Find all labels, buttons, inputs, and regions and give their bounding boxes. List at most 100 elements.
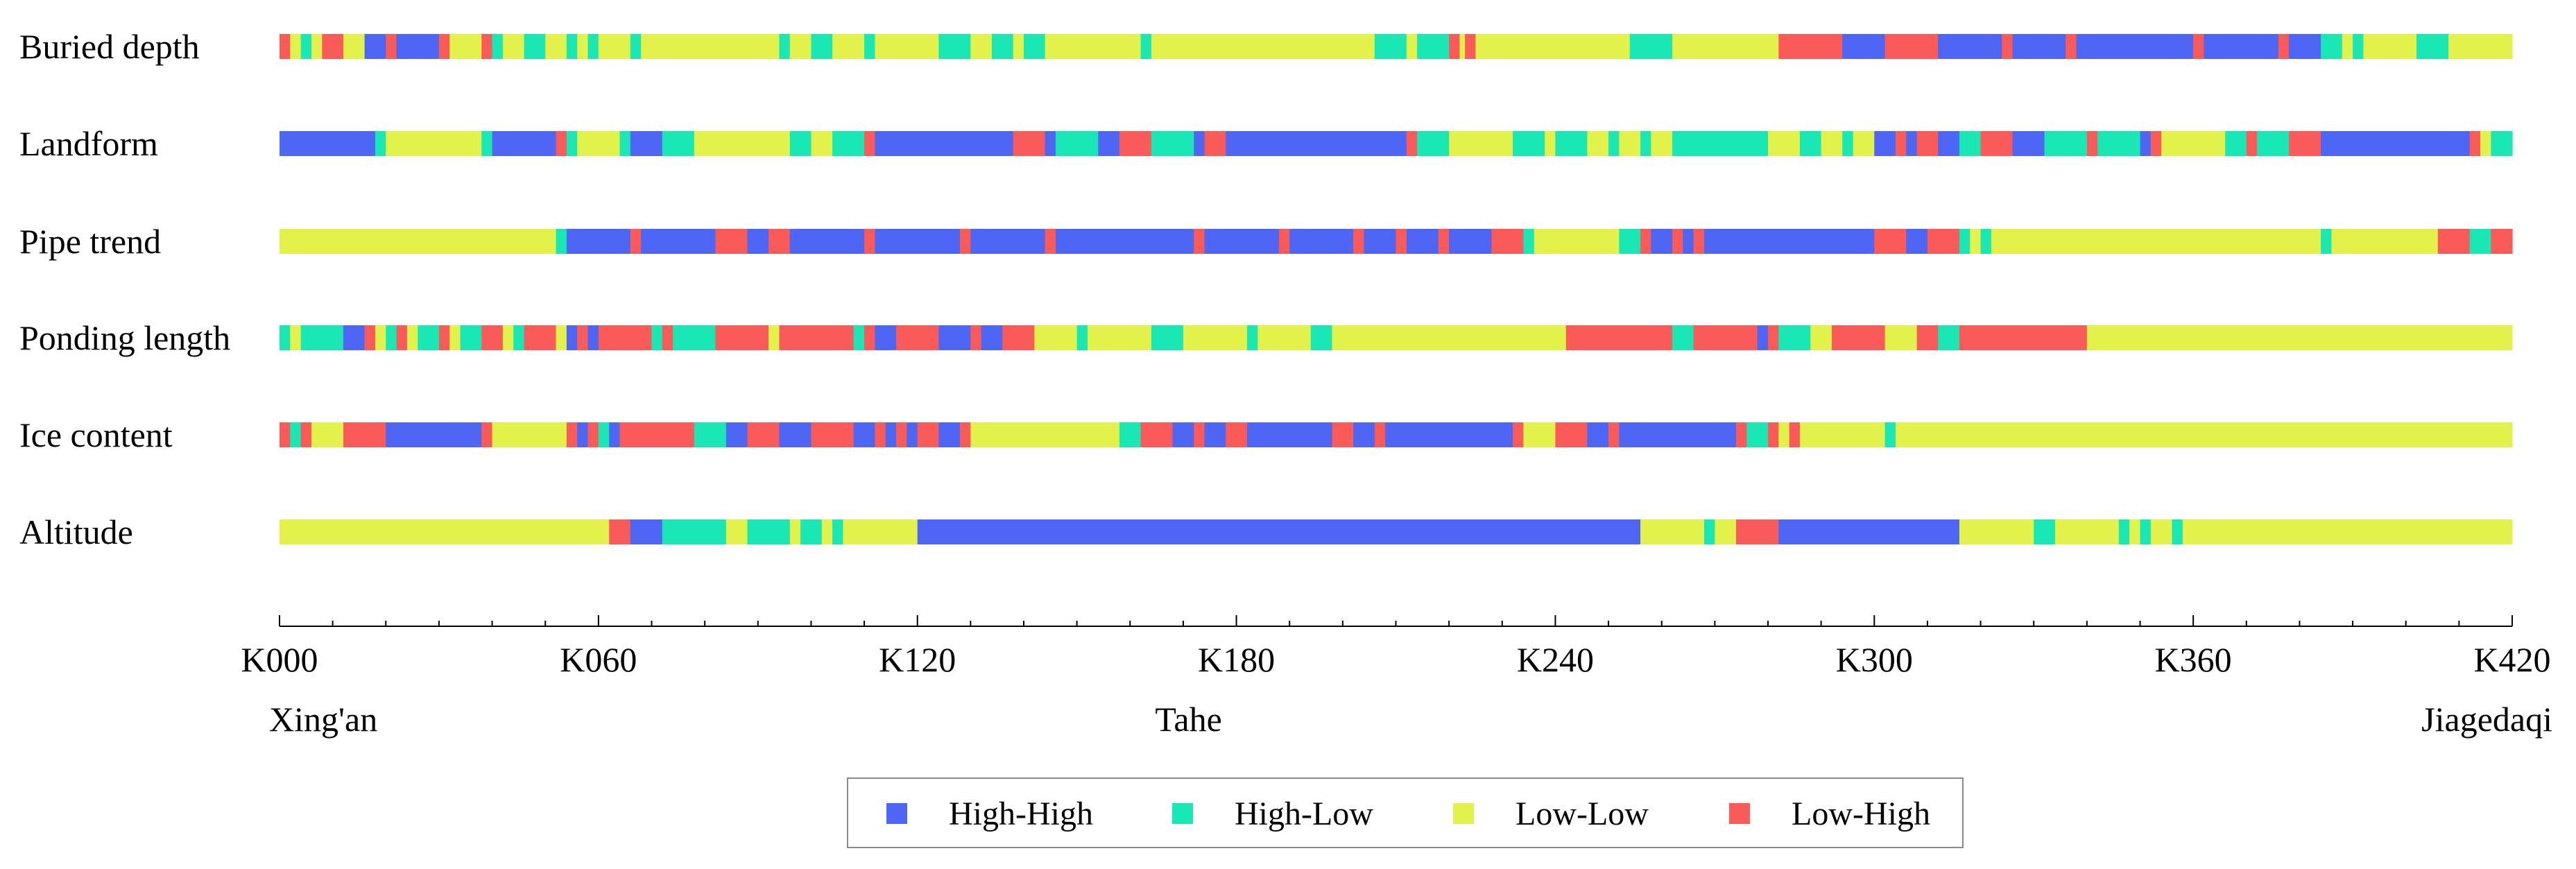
segment-low-high [343, 422, 386, 447]
segment-high-low [2416, 34, 2449, 59]
segment-low-low [386, 131, 482, 156]
segment-low-high [907, 325, 939, 350]
segment-low-low [970, 422, 1120, 447]
segment-low-low [2182, 519, 2513, 544]
segment-low-low [1475, 34, 1631, 59]
row-pipe-trend: Pipe trend [19, 222, 2513, 261]
segment-low-low [1545, 131, 1556, 156]
segment-high-high [1587, 422, 1609, 447]
segment-high-low [386, 325, 397, 350]
segment-low-high [1194, 422, 1205, 447]
segment-high-low [1513, 131, 1545, 156]
segment-low-high [280, 422, 291, 447]
segment-high-low [673, 325, 716, 350]
segment-low-low [1619, 131, 1641, 156]
segment-high-high [386, 422, 482, 447]
segment-high-low [1629, 34, 1673, 59]
segment-low-low [290, 325, 302, 350]
segment-low-high [1204, 131, 1226, 156]
legend-frame [847, 777, 1964, 848]
segment-low-low [1959, 519, 2034, 544]
segment-high-high [2140, 131, 2152, 156]
segment-high-high [938, 422, 961, 447]
segment-low-high [1140, 422, 1174, 447]
segment-high-low [630, 34, 642, 59]
segment-high-high [875, 325, 897, 350]
segment-low-low [821, 519, 833, 544]
segment-low-low [1778, 422, 1790, 447]
segment-high-low [747, 519, 791, 544]
row-label: Ice content [19, 415, 173, 454]
segment-high-low [2097, 131, 2141, 156]
segment-high-low [853, 325, 865, 350]
segment-high-high [1194, 131, 1205, 156]
segment-low-high [1465, 34, 1477, 59]
segment-high-low [832, 131, 865, 156]
segment-high-high [2012, 131, 2045, 156]
segment-low-high [1002, 325, 1035, 350]
segment-high-high [1704, 229, 1875, 254]
segment-high-low [662, 131, 695, 156]
row-label: Ponding length [19, 318, 230, 357]
segment-low-low [1810, 325, 1832, 350]
segment-low-high [715, 325, 769, 350]
segment-low-low [1183, 325, 1248, 350]
segment-low-high [2066, 34, 2077, 59]
legend-label-high-high: High-High [949, 795, 1093, 832]
segment-high-high [343, 325, 366, 350]
segment-high-high [885, 422, 897, 447]
segment-high-low [375, 131, 386, 156]
segment-high-high [1449, 229, 1493, 254]
segment-high-high [1406, 229, 1439, 254]
segment-high-high [396, 34, 440, 59]
segment-high-high [566, 325, 578, 350]
segment-high-low [619, 131, 631, 156]
segment-low-high [1895, 131, 1907, 156]
segment-high-low [1799, 131, 1822, 156]
segment-low-high [789, 325, 855, 350]
segment-low-high [917, 422, 939, 447]
segment-low-high [2289, 131, 2321, 156]
segment-low-low [1406, 34, 1418, 59]
segment-high-high [779, 422, 812, 447]
segment-low-low [789, 519, 801, 544]
segment-low-low [2054, 519, 2120, 544]
segment-low-low [1768, 131, 1801, 156]
segment-high-low [1608, 131, 1620, 156]
row-ponding-length: Ponding length [19, 318, 2513, 357]
segment-low-high [2002, 34, 2013, 59]
segment-high-high [747, 229, 769, 254]
segment-low-low [1587, 131, 1609, 156]
segment-low-high [481, 34, 493, 59]
segment-low-low [641, 34, 780, 59]
segment-high-low [2044, 131, 2088, 156]
segment-high-low [811, 34, 833, 59]
segment-low-high [630, 229, 642, 254]
segment-low-low [2150, 519, 2173, 544]
segment-high-high [577, 422, 589, 447]
legend-swatch-high-low [1172, 803, 1193, 824]
segment-high-low [864, 34, 875, 59]
segment-high-low [1523, 229, 1535, 254]
segment-low-low [280, 229, 557, 254]
segment-low-high [1874, 229, 1907, 254]
segment-high-high [1938, 131, 1960, 156]
segment-low-high [438, 34, 450, 59]
segment-high-high [1906, 131, 1918, 156]
location-label-jiagedaqi: Jiagedaqi [2421, 700, 2552, 739]
segment-low-high [1119, 131, 1152, 156]
segment-high-high [1385, 422, 1513, 447]
legend: High-High High-Low Low-Low Low-High [847, 777, 1964, 848]
tick-label: K300 [1836, 640, 1913, 679]
segment-low-low [502, 325, 514, 350]
segment-low-high [1396, 229, 1407, 254]
segment-high-low [1619, 229, 1641, 254]
segment-high-high [1204, 229, 1280, 254]
segment-high-low [2353, 34, 2364, 59]
segment-high-high [981, 325, 1003, 350]
segment-high-high [1938, 34, 2002, 59]
segment-low-low [1151, 34, 1375, 59]
segment-high-low [1024, 34, 1046, 59]
segment-low-high [556, 131, 567, 156]
segment-high-low [1417, 131, 1450, 156]
